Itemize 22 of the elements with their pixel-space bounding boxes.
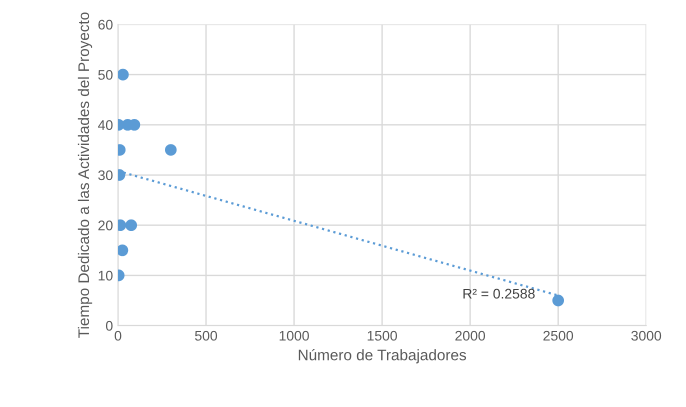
y-tick-label: 10: [98, 270, 113, 281]
y-tick-label: 30: [98, 170, 113, 180]
point: [118, 244, 128, 256]
point: [125, 219, 138, 232]
point: [552, 294, 564, 306]
x-axis-title: Número de Trabajadores: [298, 348, 466, 364]
y-axis-title: Tiempo Dedicado a las Actividades del Proyecto: [78, 12, 92, 338]
x-tick-label: 1000: [280, 330, 309, 341]
y-tick-label: 20: [98, 220, 113, 230]
x-tick-label: 0: [114, 330, 122, 341]
x-tick-label: 2000: [455, 330, 486, 341]
point: [164, 144, 177, 156]
annotation: R² = 0.2588: [463, 288, 535, 299]
x-tick-label: 2500: [543, 330, 574, 341]
x-tick-label: 500: [195, 330, 218, 341]
x-tick-label: 3000: [631, 330, 662, 341]
y-tick-label: 60: [98, 20, 113, 30]
point: [118, 68, 129, 80]
y-tick-label: 50: [98, 70, 113, 80]
y-tick-label: 40: [98, 120, 113, 130]
y-tick-label: 0: [106, 320, 113, 331]
x-tick-label: 1500: [368, 330, 398, 341]
